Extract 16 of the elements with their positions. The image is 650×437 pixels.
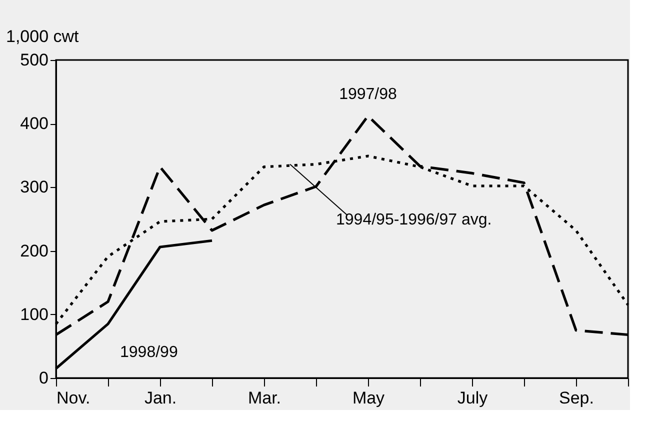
x-tick-label: July xyxy=(457,388,488,408)
y-axis-title: 1,000 cwt xyxy=(6,27,80,46)
x-tick-label: May xyxy=(352,388,386,408)
y-tick-label: 0 xyxy=(39,368,48,388)
x-tick-label: Mar. xyxy=(248,388,282,408)
y-tick-label: 400 xyxy=(20,114,48,134)
series-label: 1998/99 xyxy=(120,344,178,361)
series-label: 1994/95-1996/97 avg. xyxy=(336,211,492,228)
y-tick-label: 300 xyxy=(20,178,48,197)
y-tick-label: 200 xyxy=(20,241,48,260)
x-tick-label: Nov. xyxy=(56,388,90,408)
x-tick-label: Jan. xyxy=(144,388,177,408)
y-tick-label: 100 xyxy=(20,304,48,324)
y-tick-label: 500 xyxy=(20,50,48,70)
series-label: 1997/98 xyxy=(339,86,398,103)
x-tick-label: Sep. xyxy=(559,388,594,408)
